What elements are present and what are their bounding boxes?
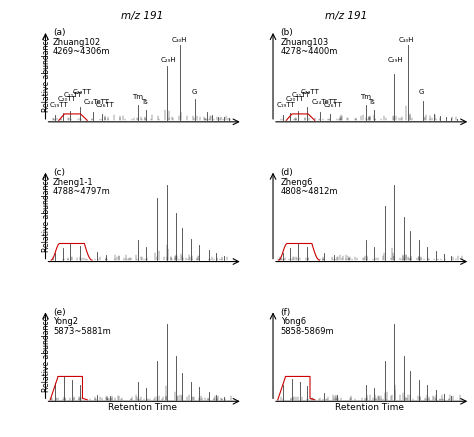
Text: C₂₄TeTT: C₂₄TeTT [84,99,110,105]
Text: C₂₆TT: C₂₆TT [96,101,115,108]
Text: C₂₂TT: C₂₂TT [73,89,91,95]
Text: Tm: Tm [360,94,371,100]
Text: (f): (f) [281,308,291,316]
Text: (c): (c) [53,168,65,177]
Y-axis label: Relative abundance: Relative abundance [42,36,51,112]
Text: Ts: Ts [141,99,147,105]
Text: Zhuang103: Zhuang103 [281,38,329,47]
Text: (e): (e) [53,308,66,316]
Text: C₂₉H: C₂₉H [388,57,403,63]
Text: C₂₄TeTT: C₂₄TeTT [311,99,337,105]
Text: 4269~4306m: 4269~4306m [53,48,110,56]
Y-axis label: Relative abundance: Relative abundance [42,316,51,392]
Text: 4278~4400m: 4278~4400m [281,48,338,56]
Text: C₃₀H: C₃₀H [172,37,187,43]
Text: G: G [419,89,424,95]
Text: C₂₉H: C₂₉H [160,57,176,63]
Text: C₂₆TT: C₂₆TT [323,101,342,108]
Y-axis label: Relative abundance: Relative abundance [42,176,51,252]
Text: m/z 191: m/z 191 [121,11,164,21]
Text: C₂₂TT: C₂₂TT [300,89,319,95]
Text: Ts: Ts [368,99,375,105]
Text: (d): (d) [281,168,293,177]
Text: C₂₁TT: C₂₁TT [292,92,310,98]
Text: 4808~4812m: 4808~4812m [281,187,338,196]
Text: m/z 191: m/z 191 [325,11,367,21]
Text: G: G [191,89,197,95]
Text: C₂₁TT: C₂₁TT [64,92,82,98]
Text: (a): (a) [53,28,65,37]
Text: (b): (b) [281,28,293,37]
Text: Zhuang102: Zhuang102 [53,38,101,47]
Text: 5873~5881m: 5873~5881m [53,327,111,336]
Text: Yong6: Yong6 [281,317,306,326]
Text: C₂₀TT: C₂₀TT [285,96,304,101]
Text: Zheng1-1: Zheng1-1 [53,177,94,187]
Text: 5858-5869m: 5858-5869m [281,327,334,336]
Text: 4788~4797m: 4788~4797m [53,187,111,196]
Text: Zheng6: Zheng6 [281,177,313,187]
X-axis label: Retention Time: Retention Time [108,403,177,413]
X-axis label: Retention Time: Retention Time [335,403,404,413]
Text: Yong2: Yong2 [53,317,78,326]
Text: C₁₉TT: C₁₉TT [49,102,68,108]
Text: C₂₀TT: C₂₀TT [58,96,77,101]
Text: C₁₉TT: C₁₉TT [277,102,295,108]
Text: Tm: Tm [132,94,143,100]
Text: C₃₀H: C₃₀H [399,37,415,43]
